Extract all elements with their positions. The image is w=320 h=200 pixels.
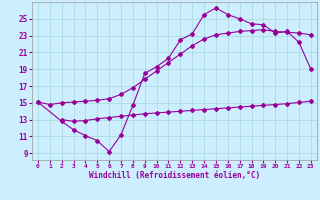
X-axis label: Windchill (Refroidissement éolien,°C): Windchill (Refroidissement éolien,°C): [89, 171, 260, 180]
